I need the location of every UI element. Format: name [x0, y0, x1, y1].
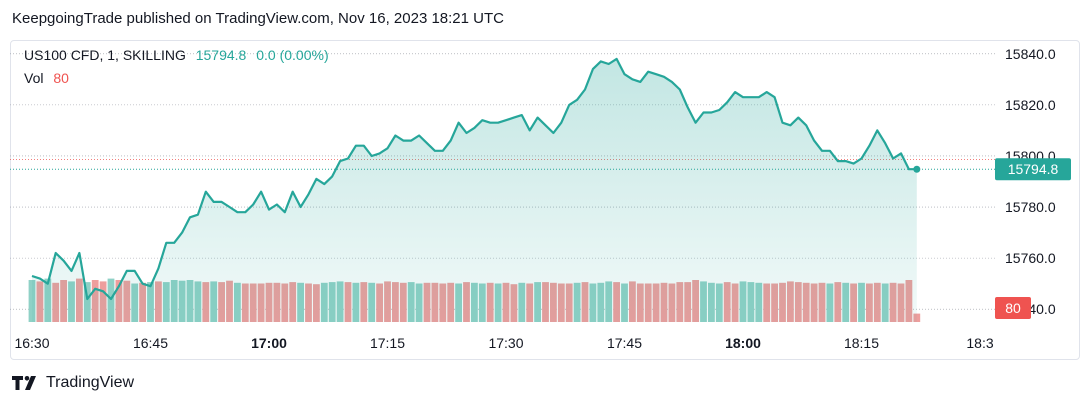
x-tick-label: 18:00	[725, 335, 761, 351]
last-price-badge-label: 15794.8	[1008, 161, 1059, 177]
change-label: 0.0 (0.00%)	[256, 47, 329, 63]
y-axis: 15840.015820.015800.015780.015760.015740…	[1005, 46, 1056, 317]
x-tick-label: 17:30	[488, 335, 523, 351]
symbol-label: US100 CFD, 1, SKILLING	[24, 47, 186, 63]
y-tick-label: 15840.0	[1005, 46, 1056, 62]
x-tick-label: 18:15	[844, 335, 879, 351]
price-badges: 15794.8 80	[995, 158, 1071, 319]
price-area	[31, 57, 921, 323]
tradingview-logo-icon	[12, 376, 36, 390]
published-caption: KeepgoingTrade published on TradingView.…	[12, 10, 504, 27]
x-tick-label: 17:45	[607, 335, 642, 351]
last-price-badge	[995, 158, 1071, 181]
x-tick-label: 16:45	[133, 335, 168, 351]
y-tick-label: 15760.0	[1005, 250, 1056, 266]
x-tick-label: 17:00	[251, 335, 287, 351]
volume-badge-label: 80	[1005, 300, 1021, 316]
price-area-fill	[32, 58, 917, 323]
tradingview-brand[interactable]: TradingView	[12, 374, 134, 392]
x-tick-label: 18:3	[966, 335, 993, 351]
volume-legend: Vol 80	[24, 70, 69, 86]
price-line	[31, 57, 917, 301]
last-point-marker	[913, 165, 921, 173]
last-price-label: 15794.8	[195, 47, 247, 63]
legend-row: US100 CFD, 1, SKILLING 15794.8 0.0 (0.00…	[24, 47, 329, 63]
volume-badge	[995, 297, 1031, 319]
chart-frame	[10, 40, 1080, 360]
x-axis: 16:30 16:45 17:00 17:15 17:30 17:45 18:00 18:15…	[14, 335, 993, 351]
y-tick-label: 15780.0	[1005, 199, 1056, 215]
volume-label: Vol	[24, 70, 44, 86]
volume-value: 80	[53, 70, 69, 86]
volume-bar-112	[913, 313, 921, 322]
x-tick-label: 17:15	[370, 335, 405, 351]
y-tick-label: 15820.0	[1005, 97, 1056, 113]
x-tick-label: 16:30	[14, 335, 49, 351]
brand-label: TradingView	[46, 374, 135, 391]
